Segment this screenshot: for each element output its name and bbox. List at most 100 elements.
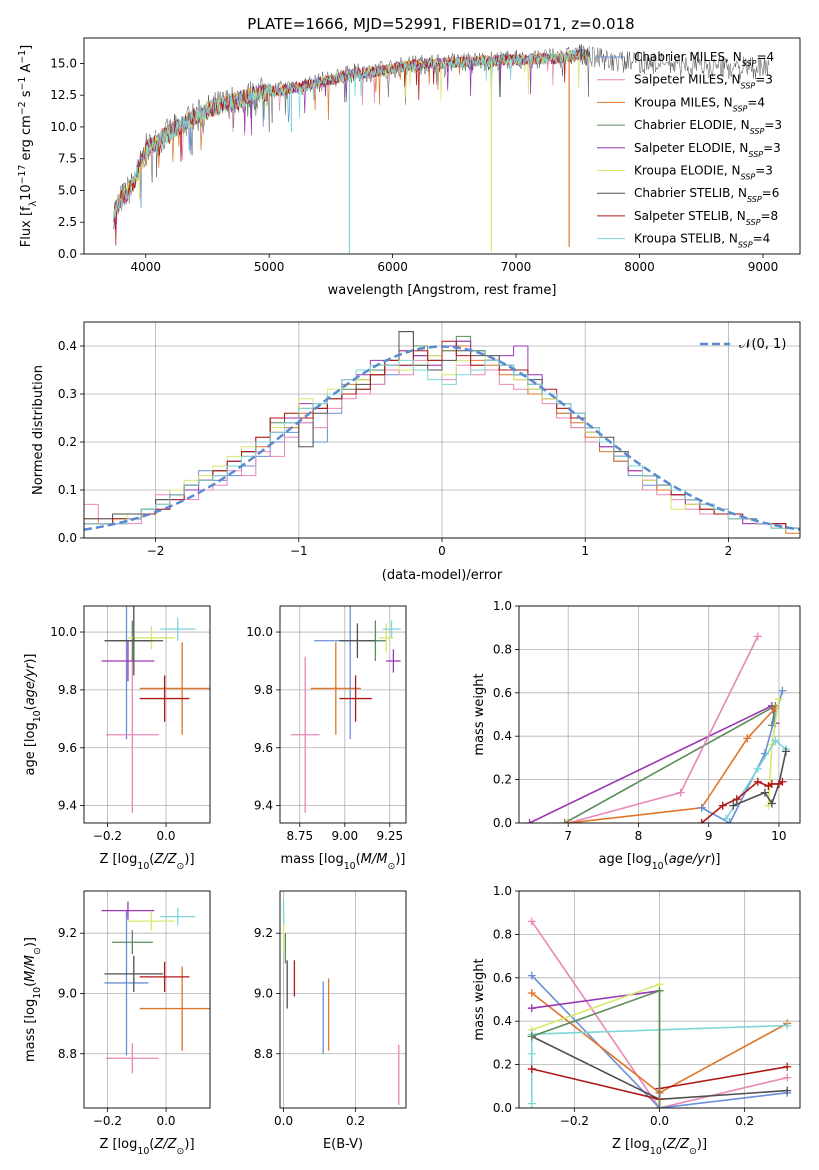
y-tick-label: 7.5 [58,152,77,166]
weight-line [564,704,777,823]
x-tick-label: 0.2 [735,1114,754,1128]
y-tick-label: 5.0 [58,183,77,197]
y-axis-label: mass [log10(M/M⊙)] [23,937,43,1062]
weight-marker [527,1004,536,1013]
error-bar [105,656,159,813]
x-tick-label: 0.0 [650,1114,669,1128]
error-bar [101,640,155,682]
error-bar [111,930,153,955]
weight-marker [783,1086,792,1095]
x-tick-label: 10 [771,829,786,843]
y-tick-label: 0.6 [493,686,512,700]
weight-series [527,986,664,1108]
error-bar [127,912,175,931]
x-tick-label: 0.0 [274,1114,293,1128]
figure-title: PLATE=1666, MJD=52991, FIBERID=0171, z=0… [247,15,634,33]
spectrum-legend: Chabrier MILES, NSSP=4 Salpeter MILES, NS… [597,50,782,249]
weight-series [525,701,780,823]
x-axis-label: E(B-V) [323,1137,363,1152]
x-tick-label: 9 [705,829,713,843]
y-tick-label: 10.0 [50,625,77,639]
weight-line [531,920,788,1108]
y-tick-label: 0.0 [493,816,512,830]
chart-panels: 4000 5000 6000 7000 8000 90000.02.55.07.510.0… [17,37,801,1157]
y-axis-label: mass weight [472,673,487,755]
error-bar [104,910,149,1056]
y-axis-label: age [log10(age/yr)] [23,653,43,775]
axes-frame [279,890,407,1109]
weight-marker [527,971,536,980]
plot-area [101,606,210,813]
error-bar [139,642,210,735]
error-bar [382,620,401,638]
weight-marker [774,695,783,704]
weight-marker [697,819,706,823]
x-axis-label: Z [log10(Z/Z⊙)] [99,1137,194,1157]
weight-marker [732,795,741,804]
weight-marker [525,819,534,823]
weight-marker [771,736,780,745]
axes-frame [279,605,407,824]
y-axis-label: Normed distribution [31,365,46,495]
x-axis-label: age [log10(age/yr)] [598,852,720,872]
legend-label: Salpeter STELIB, NSSP=8 [634,209,778,227]
y-tick-label: 8.8 [58,1047,77,1061]
residual-panel: −2 −1 0 1 2 0.0 0.1 0.2 0.3 0.4 𝒩(0, 1) (data-model… [31,321,801,583]
weight-marker [527,1064,536,1073]
weight-marker [655,1104,664,1108]
weight-line [701,690,784,823]
y-tick-label: 1.0 [493,884,512,898]
legend-label: 𝒩(0, 1) [739,337,786,352]
weight-marker [729,801,738,810]
y-tick-label: 0.8 [493,927,512,941]
error-bar [105,1043,159,1074]
weight-line [732,751,787,807]
y-tick-label: 0.2 [493,773,512,787]
x-tick-label: 7000 [501,260,532,274]
weight-marker [783,1073,792,1082]
y-tick-label: 0.3 [58,387,77,401]
y-tick-label: 0.0 [58,531,77,545]
legend-label: Chabrier ELODIE, NSSP=3 [634,118,782,136]
x-tick-label: 0.2 [346,1114,365,1128]
error-bar [104,606,164,676]
histogram-step [84,359,800,538]
x-tick-label: −0.2 [93,1114,122,1128]
y-tick-label: 10.0 [50,120,77,134]
error-bar [386,649,401,673]
y-tick-label: 9.2 [58,926,77,940]
y-tick-label: 0.2 [58,435,77,449]
error-bar [139,675,190,722]
x-tick-label: 6000 [377,260,408,274]
plot-area [101,901,210,1074]
x-axis-label: Z [log10(Z/Z⊙)] [612,1137,707,1157]
error-bar [310,642,361,735]
legend-label: Chabrier STELIB, NSSP=6 [634,186,779,204]
normal-curve [84,345,800,531]
legend-label: Chabrier MILES, NSSP=4 [634,50,774,68]
weight-marker [564,819,573,823]
error-bar [290,656,320,813]
error-bar [160,907,196,926]
y-tick-label: 12.5 [50,88,77,102]
x-tick-label: −2 [147,544,165,558]
x-tick-label: 5000 [254,260,285,274]
age-vs-z-panel: −0.2 0.0 9.4 9.6 9.8 10.0 Z [log10(Z/Z⊙)] age [… [23,605,211,872]
weight-marker [778,686,787,695]
plot-area [84,331,800,538]
y-tick-label: 15.0 [50,56,77,70]
x-tick-label: 7 [564,829,572,843]
x-tick-label: 9000 [748,260,779,274]
spectrum-line-extension [577,44,770,80]
weight-marker [783,1062,792,1071]
x-axis-label: (data-model)/error [382,568,503,583]
y-tick-label: 0.4 [493,1014,512,1028]
legend-label: Kroupa MILES, NSSP=4 [634,95,765,113]
weight-vs-z-panel: −0.2 0.0 0.2 0.0 0.2 0.4 0.6 0.8 1.0 Z [log10(Z/Z… [472,884,801,1157]
weight-marker [722,814,731,823]
weight-series [560,701,780,823]
x-tick-label: 9.00 [331,829,358,843]
weight-marker [725,819,734,823]
mass-vs-ebv-panel: 0.0 0.2 8.8 9.0 9.2 E(B-V) [254,890,407,1152]
